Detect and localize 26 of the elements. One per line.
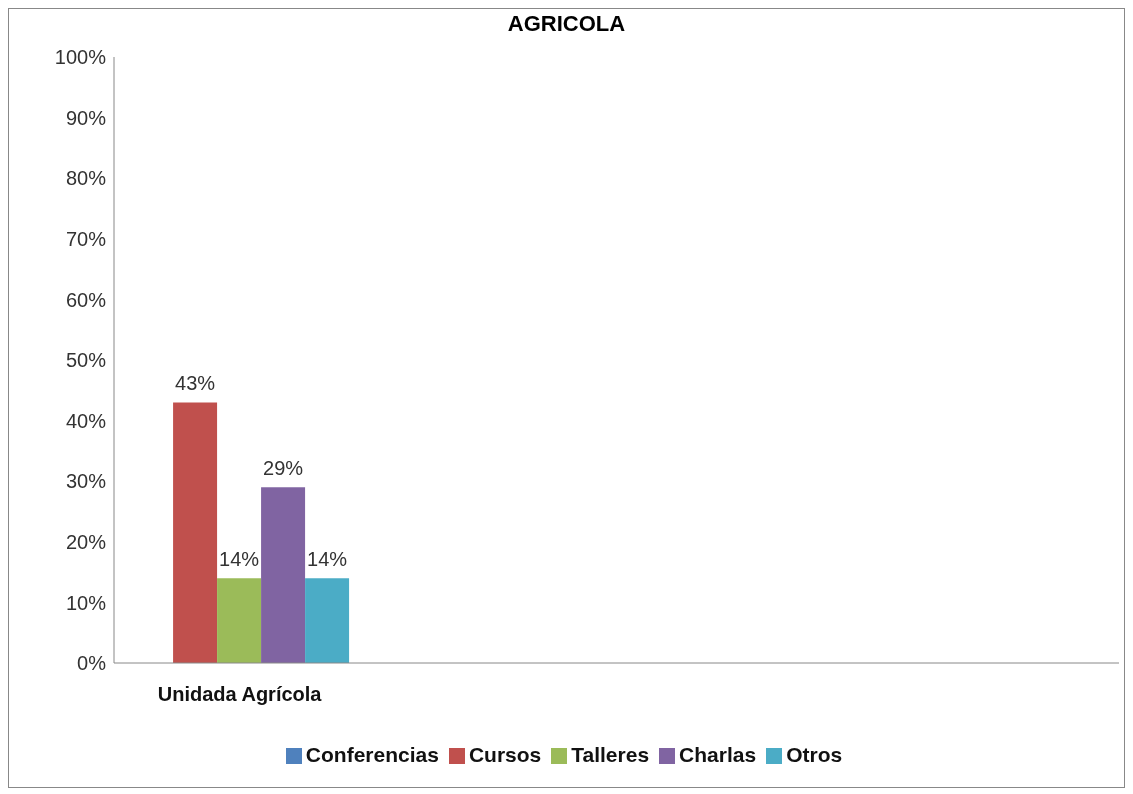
y-tick-label: 60%	[65, 288, 107, 311]
y-tick-label: 20%	[65, 530, 107, 553]
legend-label: Otros	[786, 743, 843, 766]
bar	[217, 578, 262, 663]
legend-label: Cursos	[468, 743, 542, 766]
legend-label: Conferencias	[305, 743, 439, 766]
y-tick-label: 80%	[65, 167, 107, 190]
legend-label: Talleres	[571, 743, 650, 766]
y-tick-label: 70%	[65, 227, 107, 250]
bar	[173, 402, 218, 663]
y-tick-label: 10%	[65, 591, 107, 614]
x-tick-label: Unidada Agrícola	[157, 683, 323, 706]
y-tick-label: 40%	[65, 409, 107, 432]
y-tick-label: 30%	[65, 470, 107, 493]
y-tick-label: 90%	[65, 106, 107, 129]
chart-title: AGRICOLA	[506, 11, 627, 37]
y-tick-label: 100%	[54, 46, 107, 69]
data-label: 14%	[219, 548, 260, 571]
bar	[305, 578, 350, 663]
data-label: 29%	[263, 457, 304, 480]
y-tick-label: 50%	[65, 349, 107, 372]
legend-label: Charlas	[679, 743, 757, 766]
data-label: 43%	[175, 372, 216, 395]
data-label: 14%	[307, 548, 348, 571]
y-tick-label: 0%	[77, 652, 107, 675]
bar	[261, 487, 306, 663]
